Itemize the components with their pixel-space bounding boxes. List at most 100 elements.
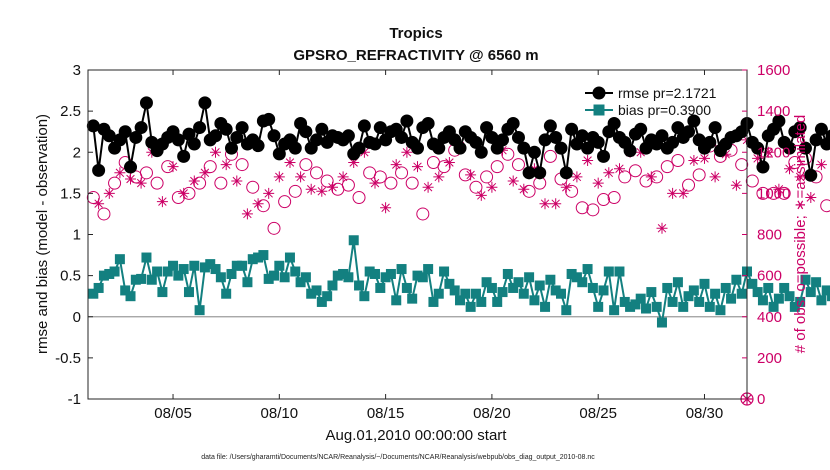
y2-tick-label: 1200	[757, 144, 790, 161]
assimilated-obs-marker	[709, 171, 721, 183]
bias-marker	[141, 252, 152, 263]
chart-subtitle: GPSRO_REFRACTIVITY @ 6560 m	[293, 47, 538, 64]
y-tick-label: -1	[68, 391, 81, 408]
assimilated-obs-marker	[337, 171, 349, 183]
bias-marker	[694, 296, 705, 307]
series-layer	[86, 96, 830, 328]
bias-marker	[502, 268, 513, 279]
y2-tick-label: 0	[757, 391, 765, 408]
rmse-marker	[682, 125, 696, 139]
possible-obs-marker	[767, 186, 781, 200]
rmse-marker	[129, 130, 143, 144]
bias-marker	[827, 291, 830, 302]
rmse-marker	[373, 121, 387, 135]
bias-marker	[625, 301, 636, 312]
bias-marker	[88, 288, 99, 299]
assimilated-obs-marker	[252, 198, 264, 210]
possible-obs-marker	[235, 158, 249, 172]
rmse-marker	[139, 96, 153, 110]
rmse-marker	[182, 127, 196, 141]
bias-marker	[561, 305, 572, 316]
rmse-marker	[554, 141, 568, 155]
bias-marker	[635, 293, 646, 304]
bias-marker	[316, 296, 327, 307]
bias-marker	[805, 287, 816, 298]
rmse-marker	[751, 141, 765, 155]
bias-marker	[662, 282, 673, 293]
rmse-marker	[102, 129, 116, 143]
rmse-marker	[809, 133, 823, 147]
rmse-marker	[559, 166, 573, 180]
possible-obs-marker	[246, 180, 260, 194]
bias-marker	[773, 293, 784, 304]
bias-marker	[582, 264, 593, 275]
bias-marker	[348, 235, 359, 246]
bias-marker	[752, 287, 763, 298]
assimilated-obs-marker	[645, 171, 657, 183]
possible-obs-marker	[511, 158, 525, 172]
bias-marker	[428, 296, 439, 307]
bias-marker	[497, 287, 508, 298]
rmse-marker	[299, 125, 313, 139]
rmse-marker	[209, 129, 223, 143]
legend-rmse-label: rmse pr=2.1721	[618, 85, 717, 101]
x-tick-label: 08/05	[154, 405, 192, 422]
rmse-marker	[187, 137, 201, 151]
possible-obs-marker	[267, 221, 281, 235]
bias-marker	[566, 268, 577, 279]
bias-marker	[162, 266, 173, 277]
assimilated-obs-marker	[699, 152, 710, 164]
rmse-marker	[251, 139, 265, 153]
bias-marker	[646, 287, 657, 298]
possible-obs-marker	[352, 190, 366, 204]
assimilated-obs-marker	[730, 179, 742, 191]
y2-tick-label: 200	[757, 350, 782, 367]
assimilated-obs-marker	[518, 183, 530, 195]
bias-marker	[199, 262, 210, 273]
rmse-marker	[352, 141, 366, 155]
rmse-marker	[591, 135, 605, 149]
rmse-marker	[118, 125, 132, 139]
rmse-marker	[623, 144, 637, 158]
bias-marker	[231, 260, 242, 271]
bias-marker	[210, 264, 221, 275]
rmse-marker	[687, 114, 701, 128]
bias-marker	[540, 301, 551, 312]
bias-marker	[253, 252, 264, 263]
data-file-footnote: data file: /Users/gharamti/Documents/NCA…	[201, 454, 595, 461]
y2-tick-label: 1000	[757, 185, 790, 202]
assimilated-obs-marker	[688, 155, 700, 166]
bias-marker	[641, 303, 652, 314]
assimilated-obs-marker	[614, 163, 625, 175]
bias-marker	[726, 293, 737, 304]
left-axis: -1 -0.5 0 0.5 1 1.5 2 2.5 3	[55, 62, 93, 408]
possible-obs-marker	[310, 166, 324, 180]
possible-obs-marker	[405, 176, 419, 190]
rmse-marker	[368, 137, 382, 151]
bias-marker	[768, 301, 779, 312]
y2-tick-label: 800	[757, 227, 782, 244]
bias-marker	[667, 296, 678, 307]
y2-axis-label: # of obs: o=possible; ∗=assimilated	[792, 115, 809, 354]
bias-marker	[821, 285, 830, 296]
bias-marker	[263, 273, 274, 284]
rmse-marker	[820, 137, 830, 151]
assimilated-obs-marker	[752, 152, 764, 164]
bias-marker	[290, 266, 301, 277]
possible-obs-marker	[278, 195, 292, 209]
bias-marker	[465, 301, 476, 312]
assimilated-obs-marker	[475, 189, 487, 201]
bias-marker	[237, 260, 248, 271]
bias-marker	[492, 296, 503, 307]
bias-marker	[550, 285, 561, 296]
bias-marker	[779, 282, 790, 293]
bias-marker	[476, 296, 487, 307]
bias-marker	[439, 266, 450, 277]
assimilated-obs-marker	[773, 183, 785, 195]
possible-obs-marker	[820, 199, 830, 213]
possible-obs-marker	[756, 186, 770, 200]
y2-tick-label: 1400	[757, 103, 790, 120]
rmse-marker	[411, 141, 424, 155]
assimilated-obs-marker	[390, 159, 402, 171]
possible-obs-marker	[575, 201, 589, 215]
